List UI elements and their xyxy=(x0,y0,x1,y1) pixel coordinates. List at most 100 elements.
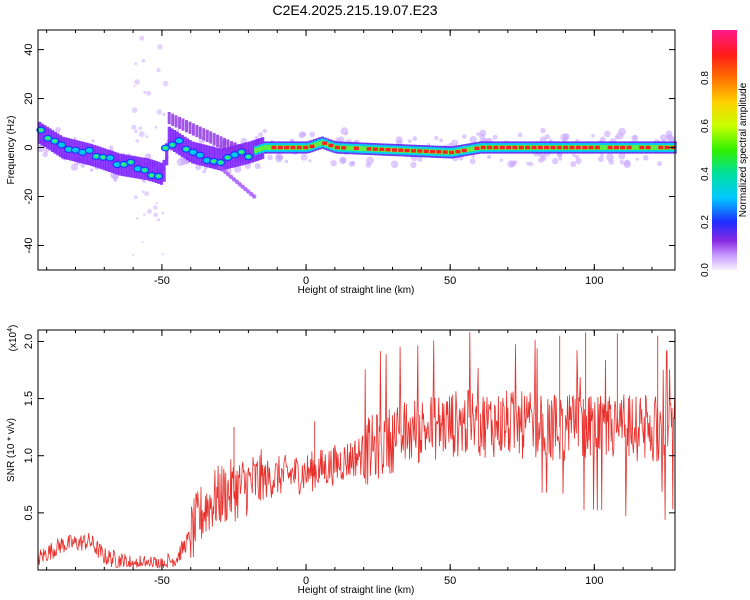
heatmap-cell xyxy=(643,155,649,161)
heatmap-cell xyxy=(113,178,118,182)
heatmap-cell xyxy=(141,58,146,63)
heatmap-cell xyxy=(317,141,322,147)
heatmap-cell xyxy=(462,134,467,139)
heatmap-cell xyxy=(299,131,306,138)
heatmap-cell xyxy=(157,44,163,50)
heatmap-cell xyxy=(73,136,77,140)
heatmap-cell xyxy=(185,120,188,133)
heatmap-cell xyxy=(469,146,474,152)
heatmap-cell xyxy=(134,129,138,134)
snr-y-axis-label: SNR (10 * v/v) xyxy=(6,418,17,482)
heatmap-cell xyxy=(461,148,467,153)
heatmap-cell xyxy=(466,147,471,153)
heatmap-cell xyxy=(314,142,318,148)
heatmap-cell xyxy=(358,146,363,151)
heatmap-cell xyxy=(262,128,267,134)
heatmap-cell xyxy=(206,145,210,168)
heatmap-cell xyxy=(507,160,515,168)
heatmap-cell xyxy=(349,145,353,151)
heatmap-cell xyxy=(163,146,168,150)
heatmap-cell xyxy=(209,131,213,144)
snr-x-axis-label: Height of straight line (km) xyxy=(298,585,415,596)
heatmap-cell xyxy=(174,115,178,128)
heatmap-cell xyxy=(639,145,645,150)
heatmap-cell xyxy=(149,173,154,177)
heatmap-cell xyxy=(55,127,61,133)
heatmap-cell xyxy=(430,149,435,154)
heatmap-cell xyxy=(635,157,639,161)
colorbar-tick-label: 0.4 xyxy=(700,167,711,181)
heatmap-cell xyxy=(606,153,614,162)
heatmap-cell xyxy=(162,80,169,87)
heatmap-cell xyxy=(512,145,518,150)
heatmap-cell xyxy=(40,123,44,146)
heatmap-cell xyxy=(346,145,350,151)
heatmap-cell xyxy=(487,145,493,150)
heatmap-cell xyxy=(203,166,208,170)
heatmap-cell xyxy=(132,254,135,257)
heatmap-cell xyxy=(138,126,143,131)
y-tick-label: 0 xyxy=(23,144,35,150)
heatmap-cell xyxy=(172,130,177,152)
spectrogram-ticks: -50 0 50 100 -40 -20 0 20 40 xyxy=(23,30,675,287)
heatmap-cell xyxy=(134,79,140,85)
heatmap-cell xyxy=(398,148,404,152)
heatmap-cell xyxy=(217,148,221,171)
heatmap-cell xyxy=(594,145,600,150)
heatmap-cell xyxy=(226,139,230,152)
colorbar-tick-label: 0.2 xyxy=(700,215,711,229)
heatmap-cell xyxy=(217,164,222,170)
heatmap-cell xyxy=(531,145,537,150)
heatmap-cell xyxy=(289,138,293,142)
heatmap-cell xyxy=(245,142,249,165)
heatmap-cell xyxy=(131,155,135,178)
heatmap-cell xyxy=(284,159,289,164)
heatmap-cell xyxy=(570,161,577,168)
heatmap-cell xyxy=(631,145,635,150)
heatmap-cell xyxy=(599,145,604,150)
heatmap-cell xyxy=(149,159,153,182)
heatmap-cell xyxy=(52,139,57,143)
heatmap-cell xyxy=(296,145,302,150)
heatmap-cell xyxy=(153,212,158,218)
heatmap-cell xyxy=(141,190,145,193)
snr-ticks: -50 0 50 100 0.5 1.0 1.5 2.0 xyxy=(23,330,675,587)
heatmap-cell xyxy=(450,139,459,147)
heatmap-cell xyxy=(260,145,264,151)
heatmap-cell xyxy=(436,150,442,154)
heatmap-cell xyxy=(517,132,523,138)
colorbar: 0.0 0.2 0.4 0.6 0.8 Normalized spectral ampl… xyxy=(700,30,749,277)
heatmap-cell xyxy=(157,218,161,222)
heatmap-cell xyxy=(202,128,206,141)
snr-line xyxy=(37,331,676,569)
spectrogram-axes-frame xyxy=(37,29,676,271)
heatmap-cell xyxy=(379,147,385,152)
figure-title: C2E4.2025.215.19.07.E23 xyxy=(272,2,437,18)
heatmap-cell xyxy=(184,147,189,151)
heatmap-cell xyxy=(45,136,50,140)
heatmap-cell xyxy=(234,179,240,184)
heatmap-cell xyxy=(550,145,556,150)
x-tick-label: 0 xyxy=(303,275,309,287)
heatmap-cell xyxy=(84,146,94,154)
heatmap-cell xyxy=(620,145,626,150)
heatmap-cell xyxy=(161,253,164,256)
heatmap-cell xyxy=(623,159,631,166)
heatmap-cell xyxy=(249,191,254,197)
heatmap-cell xyxy=(657,161,662,167)
y-tick-label: 1.0 xyxy=(23,448,35,463)
heatmap-cell xyxy=(254,136,259,140)
snr-multiplier-base: (x10 xyxy=(8,331,19,351)
heatmap-cell xyxy=(563,133,570,140)
heatmap-cell xyxy=(128,155,132,178)
heatmap-cell xyxy=(263,145,268,150)
heatmap-cell xyxy=(246,155,251,159)
spectrogram-x-axis-label: Height of straight line (km) xyxy=(298,285,415,296)
heatmap-cell xyxy=(341,146,347,150)
heatmap-cell xyxy=(165,143,169,166)
heatmap-cell xyxy=(212,133,216,146)
heatmap-cell xyxy=(340,127,349,136)
heatmap-cell xyxy=(266,145,271,150)
heatmap-cell xyxy=(195,151,205,159)
heatmap-cell xyxy=(80,163,86,168)
